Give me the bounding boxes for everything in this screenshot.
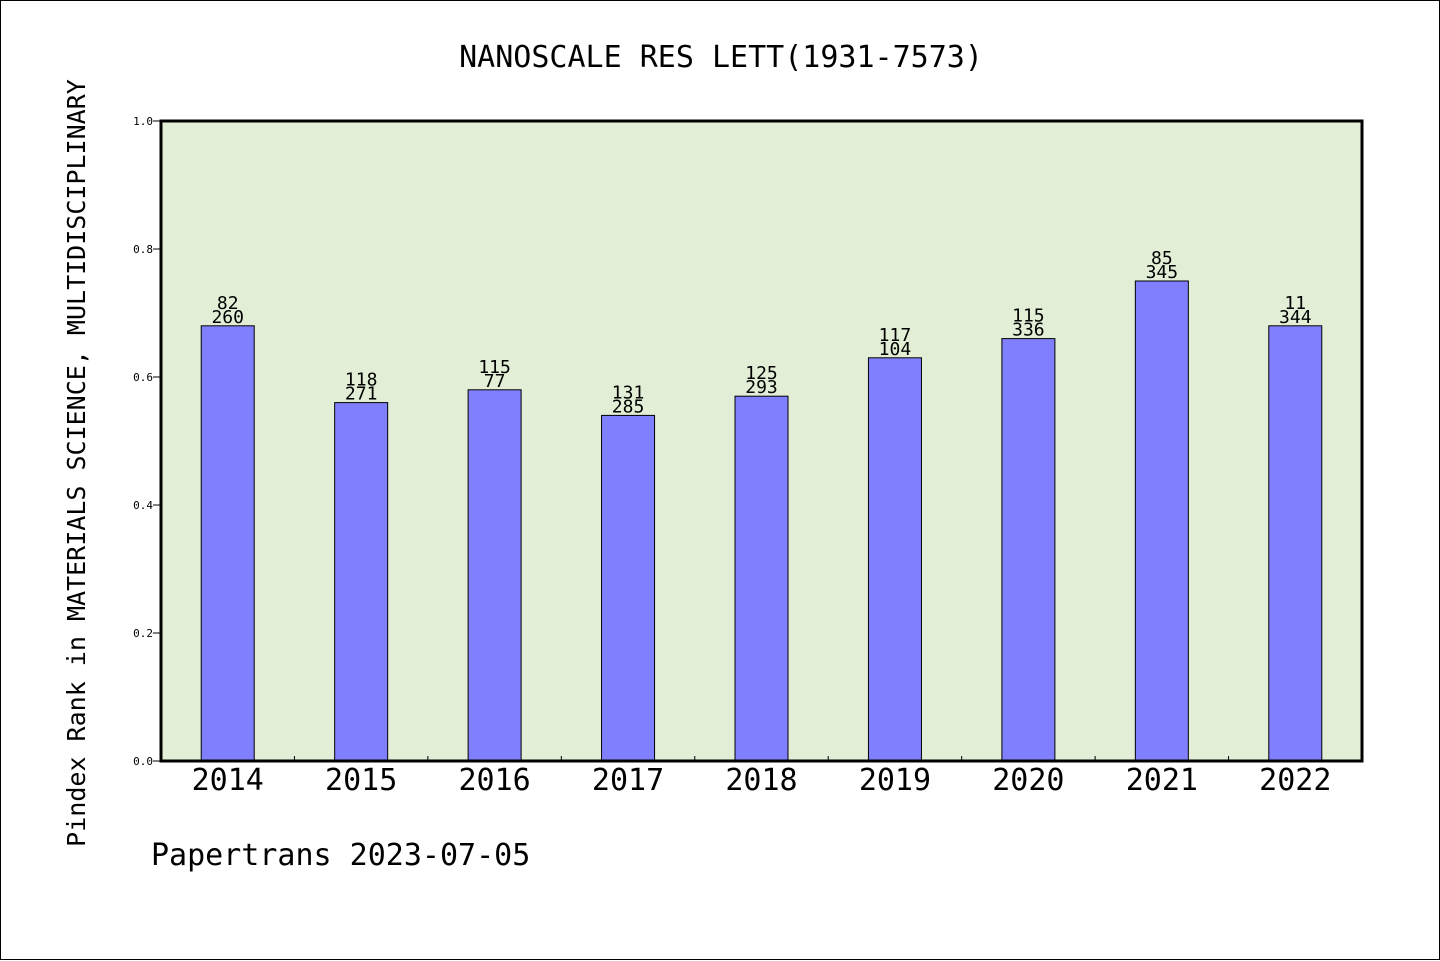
data-label-top: 118 [345, 370, 378, 391]
data-label-bottom: 285 [612, 396, 645, 417]
x-tick-label: 2015 [325, 763, 397, 798]
x-tick-label: 2016 [458, 763, 530, 798]
data-label-top: 82 [217, 293, 239, 314]
x-tick-label: 2017 [592, 763, 664, 798]
bars-group [200, 280, 1323, 762]
data-label-top: 117 [879, 325, 912, 346]
chart-title: NANOSCALE RES LETT(1931-7573) [459, 40, 983, 75]
data-label-top: 11 [1284, 293, 1306, 314]
x-tick-label: 2019 [859, 763, 931, 798]
data-label-bottom: 260 [211, 307, 244, 328]
x-tick-label: 2018 [725, 763, 797, 798]
data-label-bottom: 104 [879, 339, 912, 360]
bar-2016 [467, 389, 522, 762]
bar-2017 [601, 414, 656, 762]
y-tick-label: 1.0 [133, 115, 153, 128]
x-axis: 2014 2015 2016 2017 2018 2019 2020 2021 2022 [192, 756, 1331, 798]
y-tick-label: 0.4 [133, 499, 153, 512]
y-axis: 0.0 0.2 0.4 0.6 0.8 1.0 [133, 115, 161, 768]
y-tick-label: 0.8 [133, 243, 153, 256]
x-tick-label: 2022 [1259, 763, 1331, 798]
data-label-bottom: 336 [1012, 320, 1045, 341]
x-tick-label: 2021 [1126, 763, 1198, 798]
bar-2015 [334, 402, 389, 762]
data-label-bottom: 77 [484, 371, 506, 392]
data-label-top: 131 [612, 382, 645, 403]
bar-2019 [867, 357, 922, 762]
data-label-bottom: 271 [345, 384, 378, 405]
footer-text: Papertrans 2023-07-05 [151, 838, 530, 873]
y-tick-label: 0.0 [133, 755, 153, 768]
x-tick-label: 2020 [992, 763, 1064, 798]
data-label-bottom: 293 [745, 377, 778, 398]
data-label-bottom: 344 [1279, 307, 1312, 328]
y-tick-label: 0.2 [133, 627, 153, 640]
plot-border [159, 119, 1364, 763]
data-label-top: 115 [478, 357, 511, 378]
y-axis-label: Pindex Rank in MATERIALS SCIENCE, MULTID… [62, 79, 91, 847]
data-label-bottom: 345 [1146, 262, 1179, 283]
bar-2014 [200, 325, 255, 762]
bar-2021 [1134, 280, 1189, 762]
data-label-top: 115 [1012, 306, 1045, 327]
bar-2022 [1268, 325, 1323, 762]
data-label-top: 125 [745, 363, 778, 384]
data-label-top: 85 [1151, 248, 1173, 269]
bar-2018 [734, 395, 789, 762]
x-tick-label: 2014 [192, 763, 264, 798]
bar-2020 [1001, 338, 1056, 762]
y-tick-label: 0.6 [133, 371, 153, 384]
